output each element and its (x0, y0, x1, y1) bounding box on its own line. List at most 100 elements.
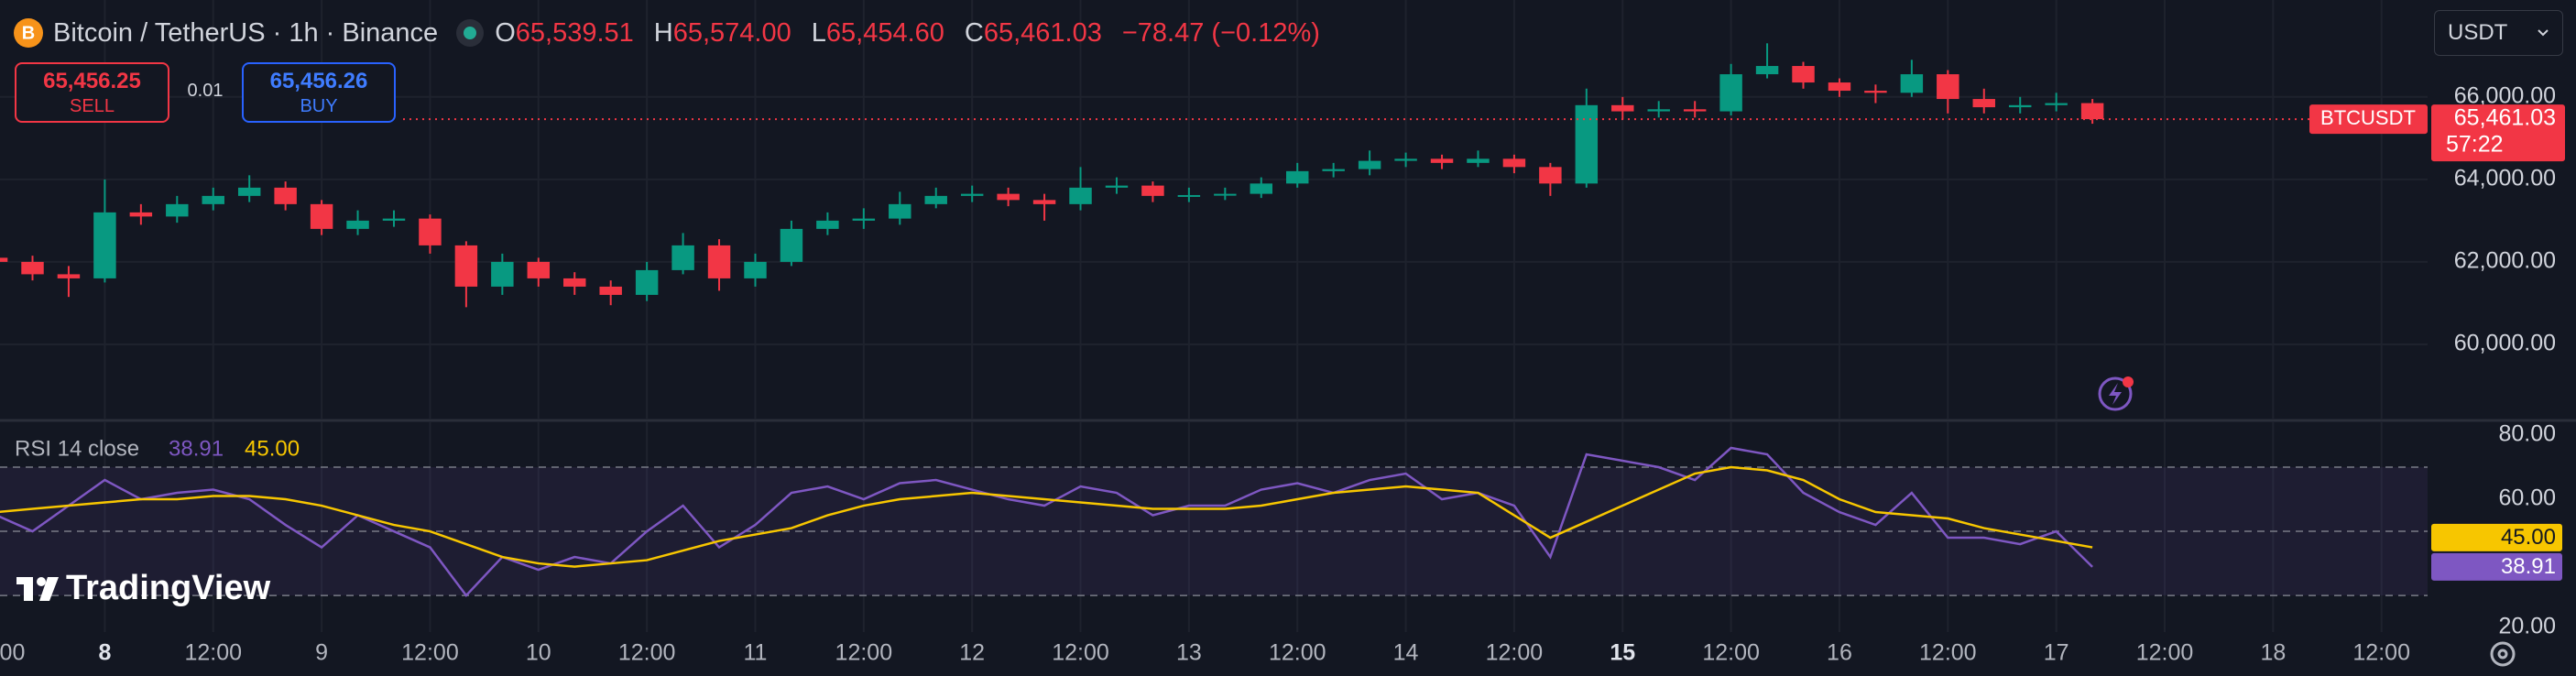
y-tick-label: 80.00 (2498, 421, 2556, 447)
candle-body (1069, 187, 1092, 204)
candle-body (527, 261, 551, 278)
candle-body (780, 228, 803, 262)
watermark: TradingView (66, 569, 271, 607)
logo: TradingView (16, 569, 271, 607)
value-tag: 38.91 (2501, 554, 2556, 579)
x-tick-label: 11 (744, 640, 768, 666)
candle-body (166, 203, 189, 217)
candle-body (1214, 193, 1237, 196)
candle-body (57, 274, 81, 278)
market-status (456, 19, 485, 47)
y-tick-label: 62,000.00 (2454, 248, 2556, 274)
candle-body (2045, 103, 2068, 105)
candle-body (1502, 158, 1526, 168)
value-tag: 45.00 (2501, 525, 2556, 550)
ohlc-open: O 65,539.51 (495, 18, 645, 49)
change: −78.47 (−0.12%) (1121, 17, 1320, 48)
candle-body (1141, 185, 1164, 196)
candle-body (0, 257, 8, 262)
candle-body (997, 193, 1020, 201)
legend-header: B Bitcoin / TetherUS · 1h · Binance O 65,… (13, 13, 1331, 53)
candle-body (1322, 169, 1345, 171)
countdown: 57:22 (2446, 132, 2504, 158)
candle-body (1792, 66, 1815, 83)
candle-body (93, 212, 116, 278)
ohlc-value: 65,539.51 (515, 17, 634, 48)
x-tick-label: 12:00 (0, 640, 25, 666)
x-tick-label: 9 (315, 640, 328, 666)
candle-body (310, 203, 333, 229)
candle-body (1177, 194, 1201, 197)
overlay: TradingView 12:00 8 12:00 9 12:00 10 12:00 11 12… (0, 82, 2576, 667)
x-tick-label: 18 (2260, 640, 2286, 666)
x-tick-label: 12:00 (184, 640, 242, 666)
ohlc-value: 65,574.00 (672, 17, 791, 48)
x-tick-label: 12:00 (2136, 640, 2194, 666)
y-tick-label: 66,000.00 (2454, 82, 2556, 108)
candle-body (1864, 91, 1887, 93)
x-tick-label: 12:00 (1052, 640, 1109, 666)
ohlc-key: H (653, 17, 673, 48)
x-tick-label: 15 (1610, 640, 1635, 666)
candle-body (1105, 185, 1129, 188)
grid (0, 0, 2428, 632)
candle-body (563, 278, 586, 287)
candle-body (382, 218, 406, 221)
candle-body (1430, 158, 1454, 163)
quantity[interactable]: 0.01 (187, 81, 224, 101)
value-tag-bg (2431, 523, 2562, 551)
candle-body (1539, 167, 1562, 184)
symbol-tag-bg (2309, 104, 2428, 135)
ohlc-key: C (964, 17, 984, 48)
candle-body (671, 245, 694, 270)
ohlc-key: L (811, 17, 826, 48)
buy-price: 65,456.26 (269, 68, 368, 93)
candle-body (1647, 109, 1670, 112)
x-tick-label: 12:00 (1702, 640, 1760, 666)
candle-body (1032, 200, 1056, 204)
candle-body (1719, 74, 1742, 112)
alert-icon (2098, 376, 2134, 411)
sell-label: SELL (70, 95, 115, 116)
x-tick-label: 16 (1827, 640, 1852, 666)
candle-body (21, 261, 44, 275)
y-tick-label: 60,000.00 (2454, 331, 2556, 356)
svg-text:B: B (22, 23, 35, 43)
candle-body (1755, 66, 1779, 75)
candle-body (744, 261, 767, 278)
symbol-title: Bitcoin / TetherUS · 1h · Binance (53, 17, 439, 48)
y-tick-label: 20.00 (2498, 614, 2556, 639)
x-tick-label: 12:00 (835, 640, 893, 666)
x-tick-label: 10 (526, 640, 551, 666)
y-tick-label: 60.00 (2498, 485, 2556, 511)
candle-body (1575, 104, 1599, 184)
candle-body (237, 187, 261, 196)
buy-button[interactable]: 65,456.26 BUY (242, 62, 396, 123)
ohlc-low: L 65,454.60 (812, 18, 955, 49)
candle-body (1250, 183, 1273, 194)
candle-body (1683, 109, 1707, 112)
price-tag: 65,461.03 (2454, 105, 2556, 131)
x-tick-label: 12:00 (1269, 640, 1326, 666)
sell-button[interactable]: 65,456.25 SELL (15, 62, 169, 123)
rsi-line (0, 465, 2093, 568)
x-tick-label: 12:00 (618, 640, 676, 666)
x-tick-label: 13 (1176, 640, 1202, 666)
coin-icon: B (14, 18, 43, 48)
candle-body (2008, 104, 2032, 108)
x-tick-label: 17 (2044, 640, 2069, 666)
ohlc-close: C 65,461.03 (965, 18, 1113, 49)
currency: USDT (2448, 20, 2508, 45)
candle-body (1358, 160, 1381, 169)
currency-dropdown[interactable]: USDT (2434, 10, 2563, 56)
candle-body (454, 245, 478, 287)
x-tick-label: 14 (1393, 640, 1419, 666)
legend-value: 45.00 (245, 436, 300, 461)
candle-body (1611, 104, 1634, 112)
rsi-line (0, 446, 2093, 598)
ohlc-high: H 65,574.00 (654, 18, 802, 49)
settings-icon[interactable] (2490, 641, 2516, 667)
x-tick-label: 12:00 (401, 640, 459, 666)
